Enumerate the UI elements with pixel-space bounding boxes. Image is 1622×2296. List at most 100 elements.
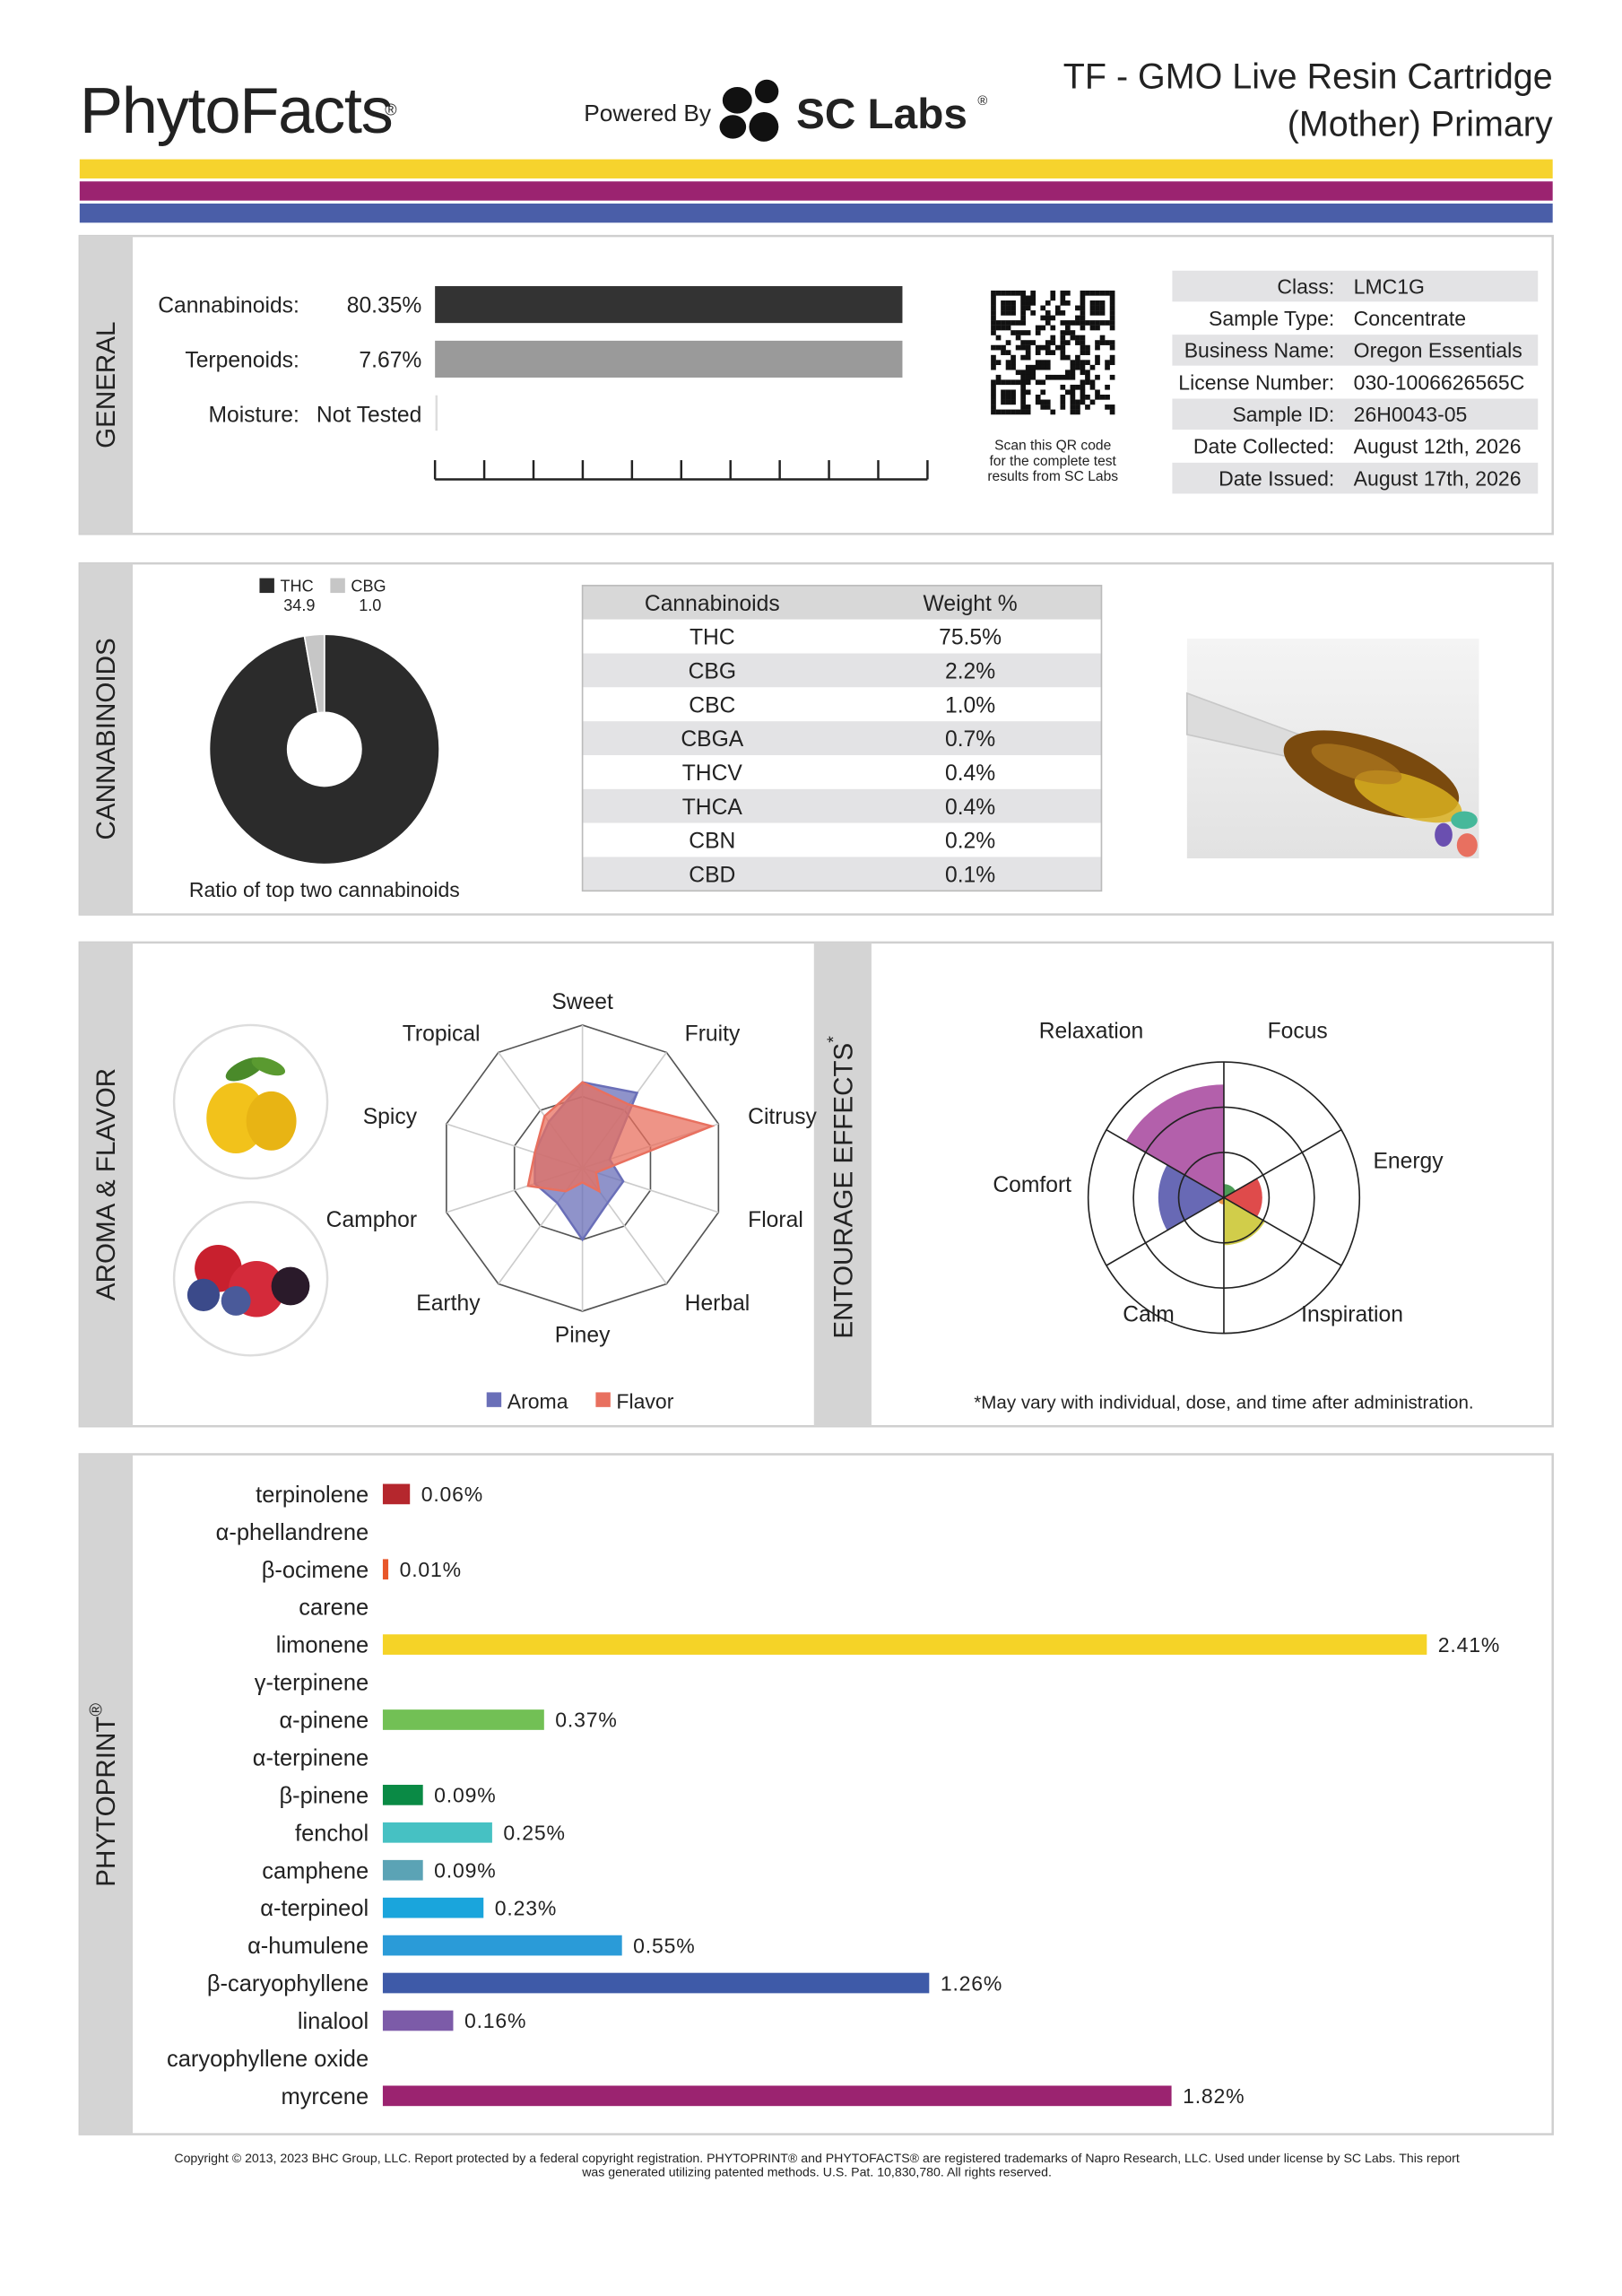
terpene-bar: [382, 2085, 1172, 2107]
qr-module: [1025, 370, 1031, 376]
qr-module: [1005, 310, 1011, 316]
qr-module: [1080, 290, 1086, 296]
qr-module: [1054, 344, 1061, 351]
info-value: Oregon Essentials: [1354, 339, 1522, 362]
effect-label: Inspiration: [1301, 1302, 1403, 1326]
effect-sector: [1223, 1178, 1262, 1217]
qr-module: [1010, 330, 1016, 335]
qr-module: [1020, 384, 1026, 390]
qr-module: [1025, 295, 1031, 301]
qr-module: [1085, 344, 1090, 351]
qr-module: [1050, 409, 1056, 415]
terpene-value: 1.26%: [941, 1971, 1002, 1995]
qr-module: [1095, 320, 1100, 326]
qr-module: [1085, 350, 1090, 355]
terpene-label: terpinolene: [256, 1483, 369, 1508]
qr-module: [1109, 354, 1115, 361]
qr-module: [1075, 335, 1080, 341]
table-cell: THC: [690, 626, 735, 650]
qr-module: [1050, 290, 1056, 296]
qr-module: [1089, 305, 1096, 311]
qr-module: [1025, 404, 1031, 410]
qr-module: [1085, 374, 1090, 380]
qr-module: [1020, 409, 1026, 415]
qr-module: [991, 395, 996, 400]
terpene-label: γ-terpinene: [255, 1671, 369, 1696]
qr-module: [991, 300, 996, 306]
lemon: [246, 1091, 297, 1151]
qr-module: [1045, 320, 1051, 326]
table-cell: THCV: [682, 761, 743, 786]
potency-label: Terpenoids:: [185, 348, 299, 372]
qr-module: [1040, 344, 1046, 351]
section-band: [813, 942, 872, 1427]
qr-module: [1060, 330, 1066, 335]
qr-module: [1060, 395, 1066, 400]
effect-sector: [1125, 1084, 1224, 1198]
qr-module: [1065, 330, 1071, 335]
potency-label: Cannabinoids:: [158, 294, 299, 318]
qr-module: [1065, 370, 1071, 376]
qr-module: [1085, 379, 1090, 386]
radar-axis-label: Herbal: [685, 1292, 750, 1316]
qr-module: [1080, 370, 1086, 376]
qr-module: [1060, 340, 1066, 345]
qr-module: [991, 360, 996, 366]
qr-caption: results from SC Labs: [987, 469, 1118, 484]
lab-mark: ®: [977, 94, 987, 109]
table-header: Cannabinoids: [645, 592, 780, 616]
terpene-value: 0.55%: [633, 1934, 695, 1957]
qr-module: [1054, 374, 1061, 380]
qr-module: [1005, 305, 1011, 311]
qr-module: [1065, 320, 1071, 326]
qr-module: [1020, 310, 1026, 316]
qr-module: [1109, 295, 1115, 301]
qr-module: [1050, 374, 1056, 380]
qr-module: [1050, 340, 1056, 345]
qr-module: [1020, 344, 1026, 351]
stripe: [79, 203, 1553, 223]
qr-module: [1001, 344, 1006, 351]
qr-module: [1045, 399, 1051, 405]
info-label: License Number:: [1178, 370, 1334, 394]
qr-module: [1045, 404, 1051, 410]
section-label: ENTOURAGE EFFECTS*: [824, 1036, 858, 1339]
qr-module: [1105, 360, 1110, 366]
qr-module: [1085, 395, 1090, 400]
section-frame: [78, 1453, 1554, 2135]
qr-module: [1060, 374, 1066, 380]
qr-module: [1010, 310, 1016, 316]
qr-module: [1099, 310, 1106, 316]
qr-module: [1015, 409, 1021, 415]
table-cell: 0.4%: [945, 761, 995, 786]
qr-module: [1005, 290, 1011, 296]
qr-module: [1075, 404, 1080, 410]
report-title: (Mother) Primary: [1288, 104, 1553, 144]
qr-module: [1080, 325, 1086, 331]
info-row-bg: [1172, 462, 1539, 494]
footer-text: was generated utilizing patented methods…: [581, 2164, 1052, 2179]
info-label: Business Name:: [1184, 339, 1335, 362]
effect-label: Calm: [1123, 1302, 1175, 1326]
logo-blob: [749, 111, 779, 142]
table-cell: 0.7%: [945, 727, 995, 752]
effect-sector: [1223, 1197, 1265, 1246]
qr-module: [1080, 384, 1086, 390]
potency-value: Not Tested: [317, 403, 421, 427]
brand-mark: ®: [385, 100, 397, 118]
qr-module: [1070, 399, 1076, 405]
qr-module: [1005, 320, 1011, 326]
radar-axis-label: Tropical: [403, 1022, 481, 1046]
qr-module: [1105, 404, 1110, 410]
qr-module: [1099, 320, 1106, 326]
radar-axis-label: Citrusy: [748, 1105, 817, 1129]
qr-module: [1040, 315, 1046, 321]
qr-module: [1045, 364, 1051, 370]
terpene-value: 0.09%: [434, 1858, 496, 1882]
terpene-label: α-phellandrene: [216, 1520, 369, 1545]
qr-module: [1025, 409, 1031, 415]
qr-module: [1005, 300, 1011, 306]
table-cell: 0.4%: [945, 796, 995, 820]
qr-module: [1010, 300, 1016, 306]
qr-module: [1075, 409, 1080, 415]
